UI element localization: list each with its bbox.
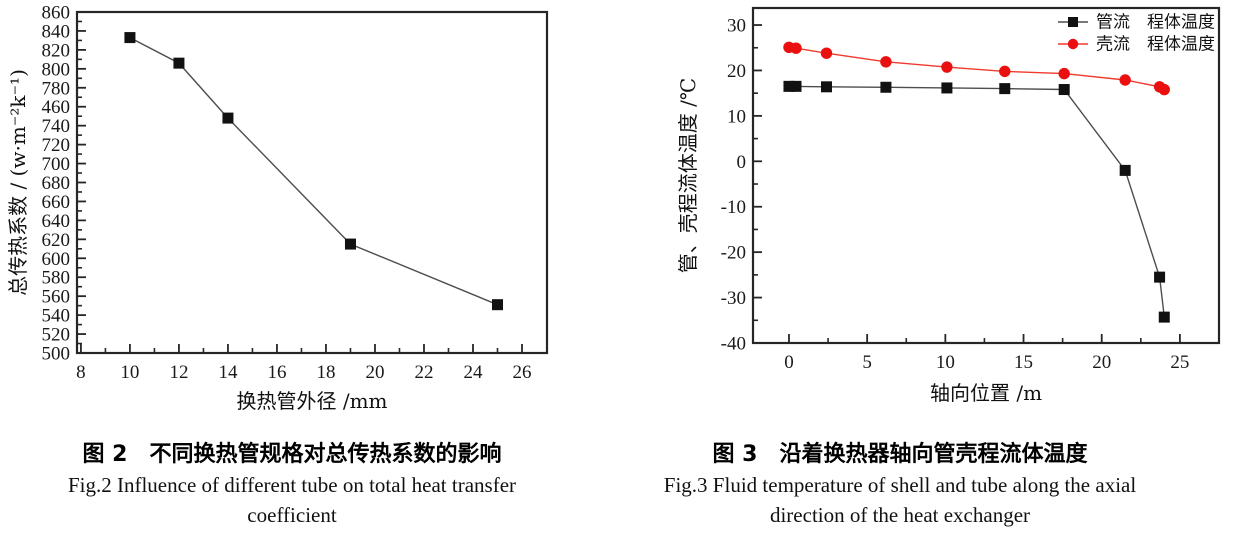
- figure-2-caption: 图 2 不同换热管规格对总传热系数的影响 Fig.2 Influence of …: [0, 440, 584, 530]
- legend-circle-marker: [1067, 38, 1079, 50]
- x-axis-label: 换热管外径 /mm: [236, 389, 387, 413]
- square-marker: [173, 57, 185, 69]
- y-tick-label: 740: [42, 116, 71, 137]
- square-marker: [820, 81, 832, 93]
- square-marker: [1119, 164, 1131, 176]
- y-axis: 5005205405605806006206406606807007207404…: [42, 3, 86, 365]
- square-marker: [344, 238, 356, 250]
- square-marker: [1158, 311, 1170, 323]
- square-marker: [999, 83, 1011, 95]
- circle-marker: [790, 42, 802, 54]
- square-marker: [1154, 271, 1166, 283]
- y-tick-label: 780: [42, 78, 71, 99]
- square-marker: [492, 299, 504, 311]
- x-tick-label: 14: [218, 362, 238, 383]
- figure-3-caption-en-line2: direction of the heat exchanger: [769, 503, 1031, 527]
- x-tick-label: 26: [513, 362, 532, 383]
- x-axis: 8 10 12 14 16 18 20 22 24 26: [76, 344, 532, 383]
- x-tick-label: 10: [936, 352, 955, 373]
- y-tick-label: -40: [721, 334, 746, 355]
- y-tick-label: 20: [727, 61, 746, 82]
- circle-marker: [820, 47, 833, 59]
- y-tick-label: 600: [42, 249, 71, 270]
- fig3-series-1: [783, 41, 1170, 96]
- y-tick-label: 660: [42, 192, 71, 213]
- x-axis: 0 5 10 15 20 25: [784, 334, 1189, 373]
- y-tick-label: -10: [721, 197, 746, 218]
- y-axis: -40 -30 -20 -10 0 10 20 30: [721, 16, 762, 355]
- x-tick-label: 20: [365, 362, 384, 383]
- y-tick-label: 500: [42, 344, 71, 365]
- square-marker: [783, 80, 795, 92]
- y-tick-label: 680: [42, 173, 71, 194]
- circle-marker: [1158, 83, 1170, 96]
- y-tick-label: 860: [42, 3, 71, 24]
- square-marker: [222, 112, 234, 124]
- fig3-plot: 0 5 10 15 20 25 -40 -30 -20 -10 0 10 20 30 轴向位置 /m 管、壳程…: [676, 6, 1221, 405]
- figure-3: 0 5 10 15 20 25 -40 -30 -20 -10 0 10 20 30 轴向位置 /m 管、壳程…: [640, 0, 1234, 536]
- y-tick-label: 10: [727, 106, 746, 127]
- y-tick-label: 0: [737, 152, 747, 173]
- legend-entry-label: 管流 程体温度: [1096, 13, 1215, 33]
- figure-2-caption-en-line1: Fig.2 Influence of different tube on tot…: [67, 473, 517, 497]
- plot-frame: [75, 10, 549, 355]
- figure-3-caption-en-line1: Fig.3 Fluid temperature of shell and tub…: [663, 473, 1137, 497]
- y-tick-label: 700: [42, 154, 71, 175]
- y-axis-label: 总传热系数 / (w·m⁻²k⁻¹): [6, 69, 30, 296]
- circle-marker: [941, 61, 953, 73]
- fig2-series-0: [124, 32, 504, 311]
- legend-entry-label: 壳流 程体温度: [1096, 35, 1215, 55]
- y-tick-label: 720: [42, 135, 71, 156]
- x-tick-label: 15: [1014, 352, 1033, 373]
- fig2-plot: 8 10 12 14 16 18 20 22 24 26 500520540560580600620…: [6, 3, 549, 413]
- x-tick-label: 10: [120, 362, 139, 383]
- circle-marker: [1058, 67, 1070, 80]
- square-marker: [880, 81, 892, 93]
- circle-marker: [999, 65, 1011, 78]
- square-marker: [124, 32, 136, 44]
- legend-square-marker: [1068, 17, 1078, 27]
- figure-3-caption-zh: 图 3 沿着换热器轴向管壳程流体温度: [712, 442, 1088, 467]
- fig3-series-0: [783, 80, 1170, 323]
- plot-frame: [751, 6, 1221, 345]
- y-tick-label: 840: [42, 21, 71, 42]
- square-marker: [1058, 84, 1070, 96]
- square-marker: [790, 80, 802, 92]
- y-axis-label: 管、壳程流体温度 /℃: [676, 78, 700, 273]
- y-tick-label: 460: [42, 97, 71, 118]
- y-tick-label: 560: [42, 287, 71, 308]
- x-tick-label: 22: [414, 362, 433, 383]
- y-tick-label: -20: [721, 243, 746, 264]
- circle-marker: [880, 56, 892, 68]
- y-tick-label: -30: [721, 288, 746, 309]
- y-tick-label: 30: [727, 16, 746, 37]
- figure-3-chart: 0 5 10 15 20 25 -40 -30 -20 -10 0 10 20 30 轴向位置 /m 管、壳程…: [676, 6, 1221, 405]
- y-tick-label: 620: [42, 230, 71, 251]
- x-tick-label: 5: [862, 352, 872, 373]
- x-tick-label: 12: [169, 362, 188, 383]
- figure-2-caption-en-line2: coefficient: [247, 503, 337, 527]
- x-tick-label: 8: [76, 362, 86, 383]
- y-tick-label: 640: [42, 211, 71, 232]
- x-tick-label: 16: [267, 362, 286, 383]
- x-tick-label: 20: [1092, 352, 1111, 373]
- square-marker: [941, 82, 953, 94]
- x-tick-label: 24: [463, 362, 483, 383]
- x-tick-label: 25: [1170, 352, 1189, 373]
- x-axis-label: 轴向位置 /m: [930, 381, 1042, 405]
- x-tick-label: 18: [316, 362, 335, 383]
- y-tick-label: 820: [42, 40, 71, 61]
- figure-2-caption-zh: 图 2 不同换热管规格对总传热系数的影响: [82, 442, 502, 467]
- y-tick-label: 580: [42, 268, 71, 289]
- figure-2: 8 10 12 14 16 18 20 22 24 26 500 520 540 560 580 600 620…: [0, 3, 584, 530]
- y-tick-label: 800: [42, 59, 71, 80]
- figure-3-caption: 图 3 沿着换热器轴向管壳程流体温度 Fig.3 Fluid temperatu…: [640, 440, 1160, 530]
- y-tick-label: 520: [42, 325, 71, 346]
- y-tick-label: 540: [42, 306, 71, 327]
- x-tick-label: 0: [784, 352, 794, 373]
- figure-2-chart: 8 10 12 14 16 18 20 22 24 26 500520540560580600620…: [6, 3, 549, 413]
- circle-marker: [1119, 74, 1131, 86]
